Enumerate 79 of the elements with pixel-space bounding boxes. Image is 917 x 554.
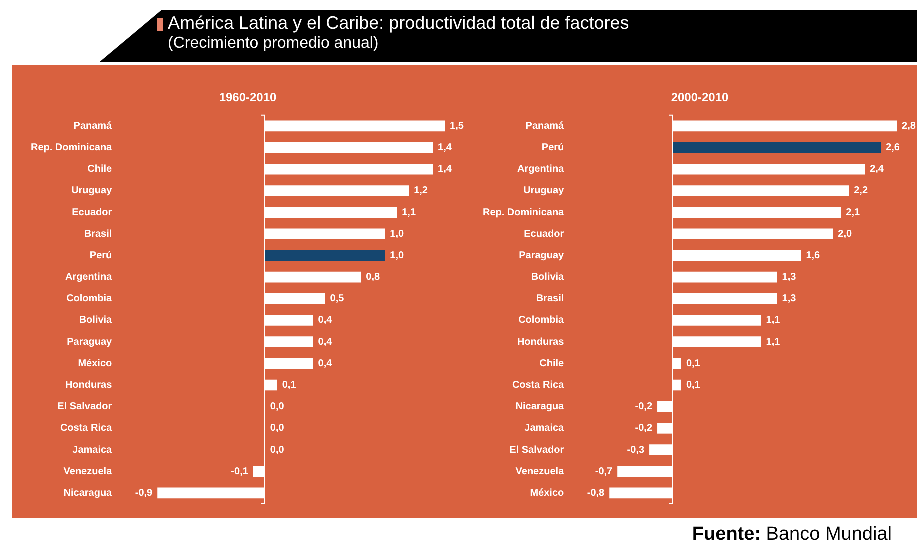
y-tick-label: Uruguay [524,186,565,197]
y-tick-label: Bolivia [531,272,565,284]
data-label: -0,2 [635,423,653,434]
data-label: 2,1 [846,207,860,218]
data-label: 1,3 [782,294,797,305]
data-label: -0,9 [135,488,154,499]
data-label: 2,6 [886,142,900,154]
data-label: 0,1 [686,380,701,392]
data-label: 2,2 [854,186,868,197]
data-label: 0,4 [318,336,333,348]
data-label: 1,0 [390,250,404,262]
data-label: 1,6 [806,250,821,262]
y-tick-label: Argentina [517,164,565,176]
y-tick-label: Venezuela [516,466,565,478]
data-label: -0,8 [587,488,606,499]
y-tick-label: El Salvador [58,402,112,413]
source-note: Fuente: Banco Mundial [692,524,892,546]
data-label: 1,4 [438,164,452,176]
y-tick-label: Chile [540,358,565,370]
y-tick-label: Bolivia [79,315,113,326]
y-tick-label: Brasil [536,294,564,305]
y-tick-label: Nicaragua [516,402,565,413]
data-label: 1,1 [402,207,416,218]
data-label: 2,4 [870,164,884,176]
data-label: 0,0 [270,402,285,413]
text: América Latina y el Caribe: productividad total de factores [168,13,630,34]
y-tick-label: Rep. Dominicana [30,142,113,154]
y-tick-label: Ecuador [72,207,112,218]
data-label: 1,4 [438,142,452,154]
y-tick-label: Colombia [518,315,565,326]
y-tick-label: Venezuela [64,466,113,478]
data-label: 1,5 [450,120,464,132]
y-tick-label: Honduras [517,336,565,348]
y-tick-label: Colombia [66,294,113,305]
y-tick-label: México [78,358,112,370]
bar [673,142,882,154]
y-tick-label: Paraguay [519,250,565,262]
y-tick-label: Panamá [74,120,113,132]
data-label: 0,1 [686,358,701,370]
bar [265,250,386,262]
y-tick-label: Rep. Dominicana [482,207,565,218]
y-tick-label: Jamaica [524,423,565,434]
y-tick-label: Honduras [65,380,113,392]
data-label: -0,1 [231,466,249,478]
y-tick-label: El Salvador [510,444,564,456]
y-tick-label: Chile [88,164,113,176]
data-label: 1,1 [766,315,781,326]
data-label: 0,1 [282,380,297,392]
data-label: 2,0 [838,228,852,240]
data-label: -0,3 [627,444,645,456]
data-label: 0,4 [318,358,333,370]
data-label: 1,3 [782,272,797,284]
y-tick-label: México [530,488,564,499]
data-label: 1,1 [766,336,781,348]
data-label: 0,5 [330,294,345,305]
data-label: 1,0 [390,228,404,240]
text: (Crecimiento promedio anual) [168,35,379,53]
data-label: 0,8 [366,272,381,284]
y-tick-label: Perú [542,142,564,154]
y-tick-label: Perú [90,250,112,262]
y-tick-label: Costa Rica [60,423,113,434]
data-label: 0,0 [270,423,285,434]
chart-title: 2000-2010 [671,90,730,105]
y-tick-label: Uruguay [72,186,113,197]
data-label: -0,2 [635,402,653,413]
data-label: -0,7 [595,466,614,478]
y-tick-label: Jamaica [72,444,113,456]
y-tick-label: Nicaragua [64,488,113,499]
y-tick-label: Costa Rica [512,380,565,392]
y-tick-label: Paraguay [67,336,113,348]
data-label: 1,2 [414,186,428,197]
y-tick-label: Panamá [526,120,565,132]
data-label: 0,4 [318,315,333,326]
y-tick-label: Ecuador [524,228,564,240]
y-tick-label: Brasil [84,228,112,240]
y-tick-label: Argentina [65,272,113,284]
data-label: 2,8 [902,120,916,132]
data-label: 0,0 [270,444,285,456]
chart-title: 1960-2010 [219,90,278,105]
